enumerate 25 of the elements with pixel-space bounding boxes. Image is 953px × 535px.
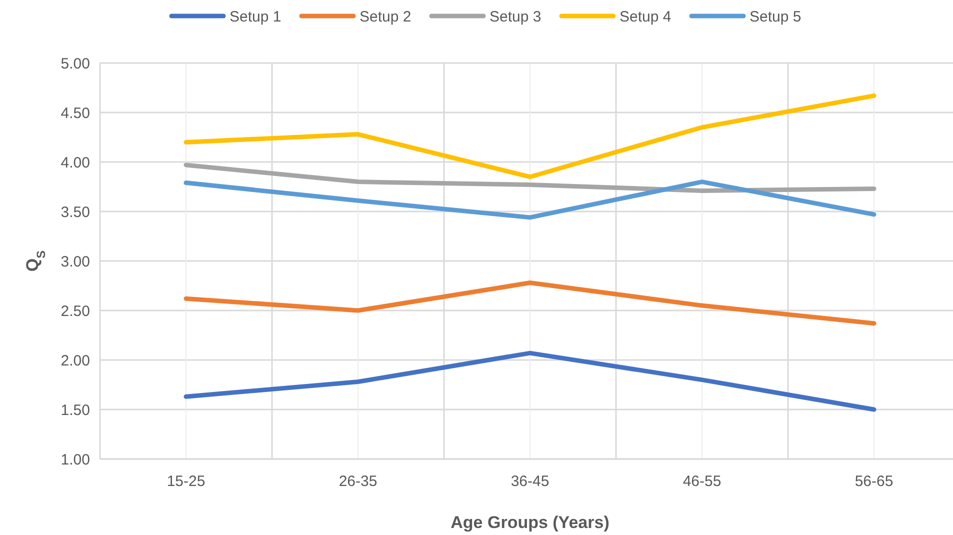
legend-label: Setup 5 [750, 8, 802, 26]
legend-label: Setup 1 [230, 8, 282, 26]
y-tick-label: 3.50 [60, 204, 90, 221]
line-series [184, 93, 876, 180]
line-series [184, 350, 876, 412]
x-tick-label: 56-65 [854, 473, 894, 490]
line-series [184, 280, 876, 326]
y-tick-label: 2.50 [60, 302, 90, 320]
y-tick-label: 1.50 [60, 402, 90, 419]
x-tick-label: 26-35 [338, 473, 378, 490]
x-tick-label: 46-55 [682, 473, 722, 490]
y-tick-label: 1.00 [60, 451, 90, 468]
legend-label: Setup 3 [490, 8, 542, 26]
legend-label: Setup 4 [620, 8, 672, 26]
y-tick-label: 4.50 [60, 104, 90, 122]
x-tick-label: 36-45 [510, 473, 550, 490]
y-tick-label: 3.00 [60, 253, 90, 270]
line-series [184, 180, 876, 220]
y-tick-label: 5.00 [60, 55, 90, 72]
legend-label: Setup 2 [360, 8, 412, 26]
y-tick-label: 2.00 [60, 352, 90, 370]
x-axis-title: Age Groups (Years) [450, 513, 610, 532]
line-series [184, 162, 876, 193]
x-tick-label: 15-25 [166, 473, 206, 490]
y-tick-label: 4.00 [60, 154, 90, 172]
